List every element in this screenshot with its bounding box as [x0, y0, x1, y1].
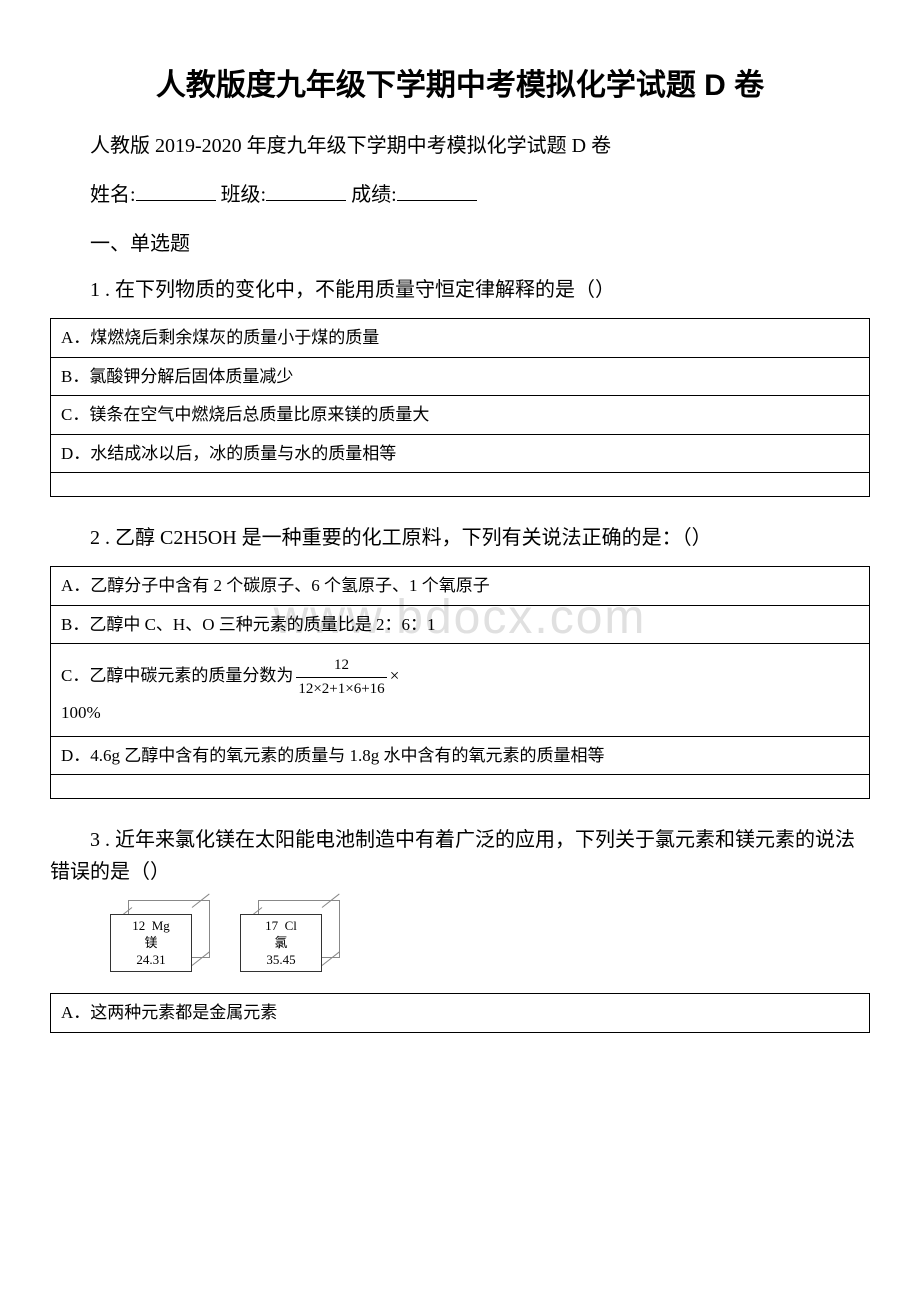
page-title: 人教版度九年级下学期中考模拟化学试题 D 卷 [50, 60, 870, 104]
cl-name: 氯 [274, 935, 287, 950]
student-info-line: 姓名: 班级: 成绩: [50, 178, 870, 207]
q1-option-a: A．煤燃烧后剩余煤灰的质量小于煤的质量 [51, 319, 870, 358]
page-content: 人教版度九年级下学期中考模拟化学试题 D 卷 人教版 2019-2020 年度九… [50, 60, 870, 1033]
q2-c-suffix: 100% [61, 703, 101, 722]
name-blank [136, 181, 216, 201]
question-2-options-table: A．乙醇分子中含有 2 个碳原子、6 个氢原子、1 个氧原子 B．乙醇中 C、H… [50, 566, 870, 799]
question-3-text: 3 . 近年来氯化镁在太阳能电池制造中有着广泛的应用，下列关于氯元素和镁元素的说… [50, 824, 870, 888]
q2-option-d: D．4.6g 乙醇中含有的氧元素的质量与 1.8g 水中含有的氧元素的质量相等 [51, 736, 870, 775]
mg-mass: 24.31 [136, 952, 165, 967]
class-blank [266, 181, 346, 201]
mg-number: 12 [132, 918, 145, 933]
element-box-cl: 17 Cl 氯 35.45 [240, 900, 340, 975]
name-label: 姓名: [90, 184, 136, 206]
subtitle: 人教版 2019-2020 年度九年级下学期中考模拟化学试题 D 卷 [50, 129, 870, 158]
mg-symbol: Mg [152, 918, 170, 933]
q2-c-fraction: 1212×2+1×6+16 [296, 654, 386, 700]
element-box-mg: 12 Mg 镁 24.31 [110, 900, 210, 975]
q2-option-b: B．乙醇中 C、H、O 三种元素的质量比是 2：6：1 [51, 605, 870, 644]
cl-number: 17 [265, 918, 278, 933]
q1-empty-row [51, 473, 870, 497]
q1-option-c: C．镁条在空气中燃烧后总质量比原来镁的质量大 [51, 396, 870, 435]
question-1-text: 1 . 在下列物质的变化中，不能用质量守恒定律解释的是（） [50, 274, 870, 306]
question-2-text: 2 . 乙醇 C2H5OH 是一种重要的化工原料，下列有关说法正确的是：（） [50, 522, 870, 554]
mg-name: 镁 [144, 935, 157, 950]
question-1-options-table: A．煤燃烧后剩余煤灰的质量小于煤的质量 B．氯酸钾分解后固体质量减少 C．镁条在… [50, 318, 870, 497]
q1-option-b: B．氯酸钾分解后固体质量减少 [51, 357, 870, 396]
score-blank [397, 181, 477, 201]
element-boxes-container: 12 Mg 镁 24.31 17 Cl 氯 35.45 [110, 900, 870, 975]
section-header: 一、单选题 [50, 227, 870, 256]
q2-option-a: A．乙醇分子中含有 2 个碳原子、6 个氢原子、1 个氧原子 [51, 567, 870, 606]
q2-c-times: × [390, 666, 400, 685]
q2-empty-row [51, 775, 870, 799]
score-label: 成绩: [351, 184, 397, 206]
q3-option-a: A．这两种元素都是金属元素 [51, 994, 870, 1033]
q2-c-prefix: C．乙醇中碳元素的质量分数为 [61, 666, 293, 685]
cl-symbol: Cl [285, 918, 297, 933]
class-label: 班级: [221, 184, 267, 206]
cl-mass: 35.45 [266, 952, 295, 967]
q1-option-d: D．水结成冰以后，冰的质量与水的质量相等 [51, 434, 870, 473]
q2-option-c: C．乙醇中碳元素的质量分数为1212×2+1×6+16× 100% [51, 644, 870, 737]
question-3-options-table: A．这两种元素都是金属元素 [50, 993, 870, 1033]
